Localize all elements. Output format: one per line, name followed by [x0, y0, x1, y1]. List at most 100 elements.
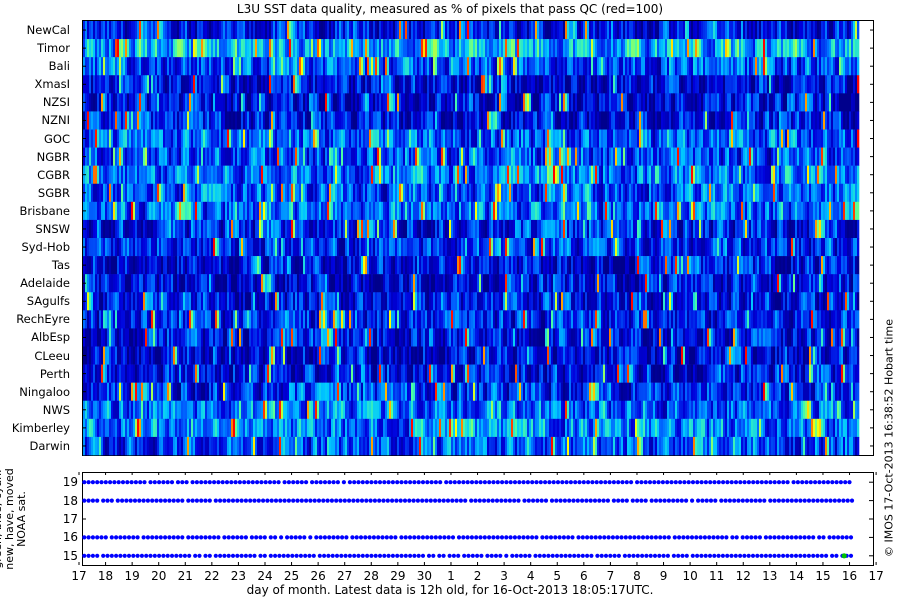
heatmap-cell	[565, 165, 568, 185]
heatmap-cell	[205, 147, 208, 166]
heatmap-cell	[853, 75, 856, 94]
heatmap-cell	[809, 165, 812, 185]
heatmap-cell	[577, 75, 580, 94]
heatmap-cell	[201, 129, 204, 148]
heatmap-cell	[713, 111, 716, 130]
heatmap-cell	[199, 129, 202, 148]
heatmap-cell	[545, 219, 548, 239]
heatmap-cell	[147, 219, 150, 239]
heatmap-cell	[257, 21, 260, 40]
heatmap-cell	[139, 183, 142, 203]
heatmap-cell	[85, 219, 88, 239]
heatmap-cell	[319, 93, 322, 112]
heatmap-cell	[677, 147, 680, 166]
heatmap-cell	[573, 75, 576, 94]
heatmap-cell	[347, 183, 350, 203]
heatmap-cell	[415, 183, 418, 203]
heatmap-cell	[619, 165, 622, 185]
heatmap-cell	[681, 201, 684, 221]
heatmap-cell	[169, 57, 172, 76]
heatmap-cell	[447, 75, 450, 94]
heatmap-cell	[423, 39, 426, 58]
heatmap-cell	[321, 183, 324, 203]
heatmap-cell	[841, 219, 844, 239]
heatmap-cell	[361, 165, 364, 185]
heatmap-cell	[179, 219, 182, 239]
heatmap-cell	[295, 165, 298, 185]
heatmap-cell	[559, 93, 562, 112]
heatmap-cell	[561, 75, 564, 94]
heatmap-cell	[817, 183, 820, 203]
heatmap-cell	[141, 238, 144, 257]
heatmap-cell	[85, 111, 88, 130]
heatmap-cell	[483, 129, 486, 148]
heatmap-cell	[247, 219, 250, 239]
heatmap-cell	[119, 183, 122, 203]
heatmap-cell	[117, 75, 120, 94]
heatmap-cell	[661, 201, 664, 221]
heatmap-cell	[563, 111, 566, 130]
heatmap-cell	[395, 201, 398, 221]
heatmap-cell	[835, 219, 838, 239]
heatmap-cell	[285, 57, 288, 76]
heatmap-cell	[735, 21, 738, 40]
heatmap-cell	[629, 111, 632, 130]
heatmap-cell	[141, 183, 144, 203]
heatmap-cell	[745, 111, 748, 130]
x-tick-label: 7	[606, 569, 615, 583]
heatmap-cell	[115, 238, 118, 257]
heatmap-cell	[281, 183, 284, 203]
heatmap-cell	[155, 39, 158, 58]
heatmap-cell	[687, 219, 690, 239]
heatmap-cell	[437, 93, 440, 112]
heatmap-cell	[141, 129, 144, 148]
heatmap-cell	[551, 57, 554, 76]
heatmap-cell	[143, 39, 146, 58]
heatmap-cell	[839, 129, 842, 148]
heatmap-cell	[237, 165, 240, 185]
heatmap-cell	[811, 57, 814, 76]
heatmap-cell	[371, 21, 374, 40]
heatmap-cell	[647, 201, 650, 221]
heatmap-cell	[785, 111, 788, 130]
heatmap-cell	[417, 75, 420, 94]
heatmap-cell	[205, 39, 208, 58]
heatmap-cell	[441, 147, 444, 166]
heatmap-cell	[289, 129, 292, 148]
heatmap-cell	[427, 75, 430, 94]
heatmap-cell	[167, 129, 170, 148]
heatmap-cell	[91, 75, 94, 94]
heatmap-cell	[93, 238, 96, 257]
heatmap-cell	[207, 111, 210, 130]
heatmap-cell	[397, 165, 400, 185]
heatmap-cell	[205, 183, 208, 203]
heatmap-cell	[251, 219, 254, 239]
heatmap-cell	[851, 183, 854, 203]
heatmap-cell	[801, 57, 804, 76]
heatmap-cell	[505, 93, 508, 112]
heatmap-cell	[95, 75, 98, 94]
heatmap-cell	[549, 183, 552, 203]
heatmap-cell	[707, 111, 710, 130]
heatmap-cell	[807, 165, 810, 185]
heatmap-cell	[295, 219, 298, 239]
heatmap-cell	[651, 75, 654, 94]
heatmap-cell	[361, 39, 364, 58]
heatmap-cell	[171, 165, 174, 185]
heatmap-cell	[629, 129, 632, 148]
heatmap-cell	[305, 57, 308, 76]
heatmap-cell	[481, 21, 484, 40]
heatmap-cell	[729, 21, 732, 40]
heatmap-cell	[645, 93, 648, 112]
heatmap-cell	[261, 219, 264, 239]
heatmap-cell	[121, 93, 124, 112]
heatmap-cell	[299, 201, 302, 221]
heatmap-cell	[529, 21, 532, 40]
heatmap-cell	[423, 238, 426, 257]
heatmap-cell	[207, 147, 210, 166]
heatmap-cell	[381, 147, 384, 166]
heatmap-cell	[287, 183, 290, 203]
heatmap-cell	[633, 129, 636, 148]
heatmap-cell	[669, 21, 672, 40]
heatmap-cell	[379, 238, 382, 257]
